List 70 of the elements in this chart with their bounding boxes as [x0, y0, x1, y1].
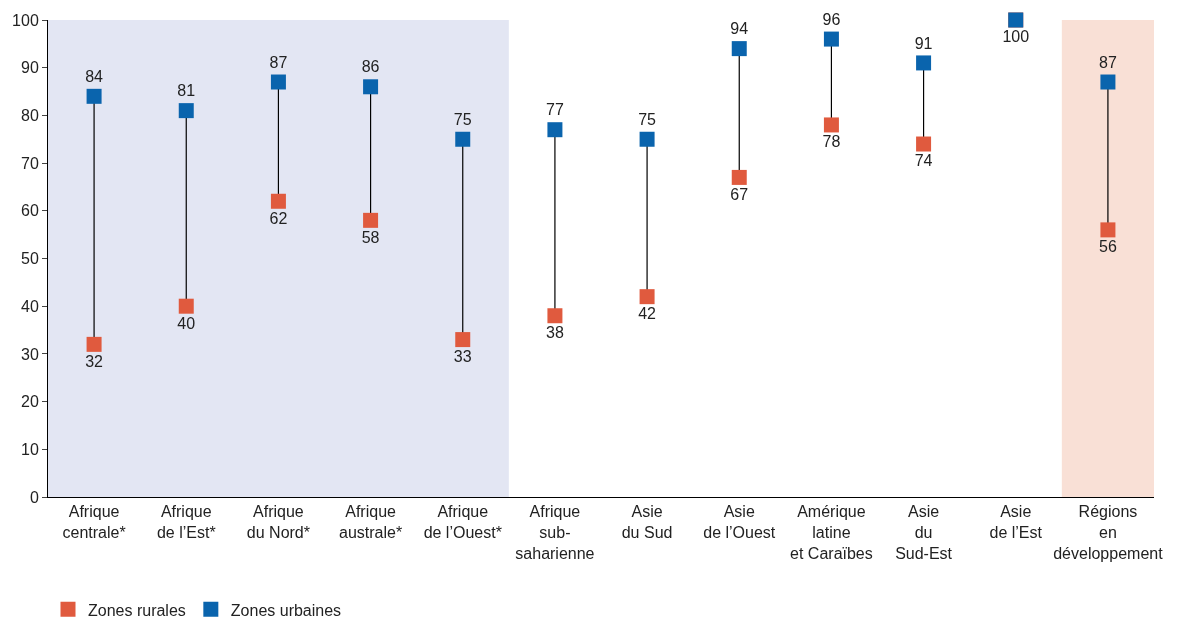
x-tick-label: Amérique latine et Caraïbes — [790, 503, 873, 562]
x-tick-label: Afrique de l’Ouest* — [423, 503, 502, 541]
point — [363, 212, 379, 228]
y-tick-label: 60 — [21, 202, 39, 220]
point — [916, 55, 932, 71]
data-label: 94 — [730, 20, 749, 38]
data-label: 100 — [1002, 28, 1030, 46]
point — [270, 74, 286, 90]
point — [916, 136, 932, 152]
point — [823, 117, 839, 133]
data-label: 58 — [361, 228, 380, 246]
data-label: 91 — [914, 34, 933, 52]
data-label: 84 — [85, 67, 104, 85]
y-tick-label: 40 — [21, 297, 39, 315]
data-label: 33 — [453, 347, 472, 365]
point — [547, 308, 563, 324]
y-tick-label: 20 — [21, 393, 39, 411]
data-label: 78 — [822, 133, 841, 151]
data-label: 42 — [638, 305, 657, 323]
data-label: 74 — [914, 152, 933, 170]
data-label: 86 — [361, 58, 380, 76]
data-label: 75 — [453, 110, 472, 128]
point — [86, 88, 102, 104]
point — [86, 336, 102, 352]
y-tick-label: 100 — [12, 11, 39, 29]
x-tick-label: Afrique de l’Est* — [156, 503, 216, 541]
y-tick-label: 70 — [21, 154, 39, 172]
point — [1100, 222, 1116, 238]
point — [178, 298, 194, 314]
x-tick-label: Afrique australe* — [339, 503, 403, 541]
legend-label: Zones rurales — [88, 601, 186, 619]
point — [639, 289, 655, 305]
y-tick-label: 30 — [21, 345, 39, 363]
data-label: 87 — [269, 53, 288, 71]
x-tick-label: Asie du Sud-Est — [895, 503, 953, 562]
point — [823, 31, 839, 47]
point — [270, 193, 286, 209]
data-label: 75 — [638, 110, 657, 128]
point — [455, 131, 471, 147]
x-tick-label: Afrique centrale* — [62, 503, 126, 541]
data-label: 77 — [546, 101, 564, 119]
point — [363, 79, 379, 95]
point — [731, 41, 747, 57]
legend-label: Zones urbaines — [230, 601, 342, 619]
point — [547, 122, 563, 138]
x-tick-label: Afrique du Nord* — [246, 503, 310, 541]
y-tick-label: 10 — [21, 440, 39, 458]
data-label: 62 — [269, 209, 288, 227]
point — [455, 332, 471, 348]
x-tick-label: Asie de l’Ouest — [703, 503, 776, 541]
data-label: 38 — [546, 324, 564, 342]
x-tick-label: Régions en développement — [1053, 503, 1164, 562]
y-tick-label: 50 — [21, 250, 39, 268]
point — [731, 169, 747, 185]
point — [1100, 74, 1116, 90]
y-tick-label: 90 — [21, 59, 39, 77]
data-label: 32 — [85, 352, 104, 370]
x-tick-label: Afrique sub- saharienne — [515, 503, 595, 562]
data-label: 87 — [1099, 53, 1117, 71]
y-tick-label: 80 — [21, 107, 39, 124]
data-label: 81 — [177, 82, 196, 100]
data-label: 96 — [822, 10, 841, 28]
x-tick-label: Asie de l’Est — [989, 503, 1043, 541]
x-tick-label: Asie du Sud — [621, 503, 673, 541]
data-label: 56 — [1099, 238, 1117, 256]
data-label: 67 — [730, 185, 749, 203]
point — [178, 103, 194, 119]
point — [639, 131, 655, 147]
y-tick-label: 0 — [29, 488, 39, 506]
data-label: 40 — [177, 314, 196, 332]
